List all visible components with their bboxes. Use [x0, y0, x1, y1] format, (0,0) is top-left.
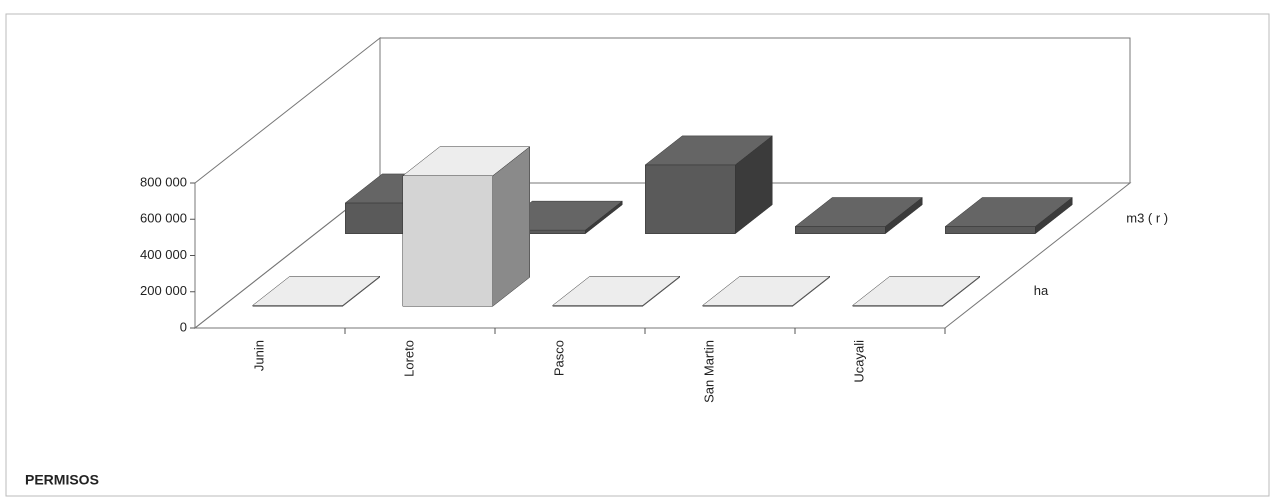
bar-top: [794, 197, 923, 227]
bar: [252, 275, 381, 307]
chart-title: PERMISOS: [25, 472, 99, 488]
bar-front: [402, 175, 493, 307]
y-tick-label: 0: [180, 319, 187, 334]
x-tick-label: Junin: [251, 340, 266, 371]
bar-top: [552, 276, 681, 306]
chart-frame: [5, 13, 1270, 497]
bar-top: [944, 197, 1073, 227]
y-tick-label: 400 000: [140, 247, 187, 262]
bar-top: [402, 146, 531, 176]
bar: [852, 275, 981, 307]
series-label: m3 ( r ): [1126, 211, 1168, 226]
bar-front: [795, 226, 886, 234]
series-label: ha: [1034, 283, 1049, 298]
bar: [944, 196, 1073, 235]
bar-top: [644, 135, 773, 166]
x-tick-label: Ucayali: [851, 340, 866, 383]
bar-front: [945, 226, 1036, 234]
bar: [794, 196, 923, 235]
floor: [193, 182, 1132, 329]
bar: [402, 146, 531, 307]
bar-front: [645, 164, 736, 234]
bar-top: [702, 276, 831, 306]
bar: [644, 135, 773, 235]
x-tick-label: Pasco: [551, 340, 566, 376]
y-tick-label: 800 000: [140, 174, 187, 189]
x-tick-label: Loreto: [401, 340, 416, 377]
bar: [702, 275, 831, 307]
bar-top: [252, 276, 381, 306]
bar: [552, 275, 681, 307]
x-tick-label: San Martin: [701, 340, 716, 403]
y-tick-label: 600 000: [140, 211, 187, 226]
bar-top: [852, 276, 981, 306]
y-tick-label: 200 000: [140, 283, 187, 298]
